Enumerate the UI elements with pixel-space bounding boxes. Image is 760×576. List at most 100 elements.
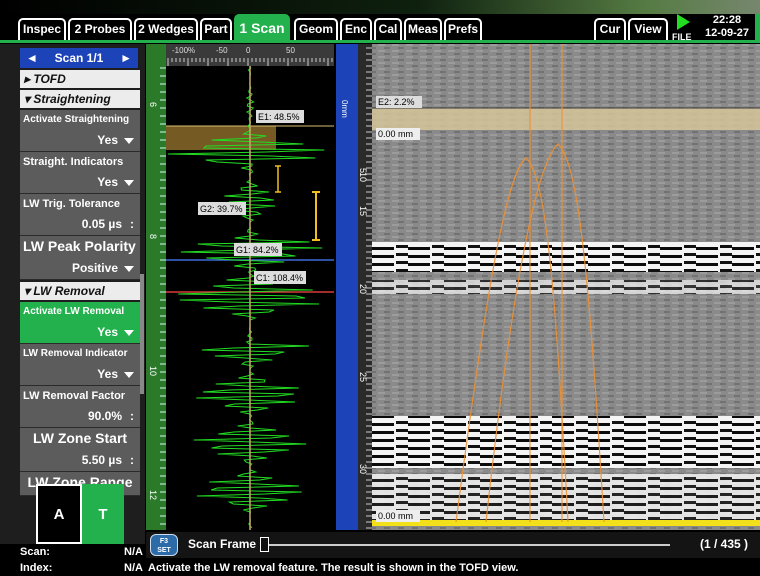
tab-underline bbox=[0, 40, 760, 43]
file-label: FILE bbox=[672, 32, 692, 42]
a-view-button[interactable]: A bbox=[36, 484, 82, 544]
scan-frame-count: (1 / 435 ) bbox=[699, 537, 748, 551]
param-value[interactable]: 0.05 µs: bbox=[81, 217, 134, 231]
param-value[interactable]: Yes bbox=[97, 133, 134, 147]
index-status-value: N/A bbox=[124, 562, 143, 574]
param-label: LW Trig. Tolerance bbox=[23, 198, 120, 210]
param-lw-removal-factor[interactable]: LW Removal Factor 90.0%: bbox=[20, 386, 140, 428]
tab-cur[interactable]: Cur bbox=[594, 18, 626, 40]
gate-marker-1 bbox=[275, 165, 281, 193]
file-play-button[interactable]: FILE bbox=[672, 14, 694, 42]
tofd-d-scan-view[interactable]: 10 15 20 25 30 5 0mm E2: 2.2% 0.00 mm 0.00 mm bbox=[336, 44, 760, 530]
depth-tick-label: 10 bbox=[148, 366, 158, 376]
param-lw-trig-tolerance[interactable]: LW Trig. Tolerance 0.05 µs: bbox=[20, 194, 140, 236]
param-value[interactable]: 5.50 µs: bbox=[81, 453, 134, 467]
param-straight-indicators[interactable]: Straight. Indicators Yes bbox=[20, 152, 140, 194]
tab-wedges[interactable]: 2 Wedges bbox=[134, 18, 198, 40]
clock-time: 22:28 bbox=[712, 14, 742, 26]
gate-e2-tag bbox=[376, 96, 422, 108]
dropdown-icon bbox=[124, 179, 134, 186]
param-activate-straightening[interactable]: Activate Straightening Yes bbox=[20, 110, 140, 152]
set-key-label: SET bbox=[157, 547, 171, 554]
gate-g2-tag bbox=[198, 202, 246, 215]
param-lw-removal-indicator[interactable]: LW Removal Indicator Yes bbox=[20, 344, 140, 386]
prev-scan-icon[interactable]: ◄ bbox=[26, 51, 38, 65]
tab-probes[interactable]: 2 Probes bbox=[68, 18, 132, 40]
top-tab-bar: Inspec 2 Probes 2 Wedges Part 1 Scan Geo… bbox=[0, 0, 760, 44]
category-straightening[interactable]: ▾ Straightening bbox=[20, 90, 140, 108]
clock-date: 12-09-27 bbox=[704, 27, 750, 39]
dropdown-icon bbox=[124, 371, 134, 378]
scan-frame-label: Scan Frame bbox=[188, 537, 257, 551]
amp-tick-label: -100% bbox=[172, 46, 195, 55]
f3-key-label: F3 bbox=[159, 538, 169, 545]
amp-tick-label: -50 bbox=[216, 46, 228, 55]
param-label: Straight. Indicators bbox=[23, 156, 124, 168]
gate-e1-tag bbox=[256, 110, 304, 123]
param-value[interactable]: Positive bbox=[72, 261, 134, 275]
param-lw-zone-start[interactable]: LW Zone Start 5.50 µs: bbox=[20, 428, 140, 472]
parameter-panel: ◄ Scan 1/1 ► ▸ TOFD ▾ Straightening Acti… bbox=[0, 44, 145, 544]
index-status-label: Index: bbox=[20, 562, 53, 574]
param-label: LW Peak Polarity bbox=[23, 238, 136, 254]
scan-selector[interactable]: ◄ Scan 1/1 ► bbox=[20, 48, 138, 68]
param-value[interactable]: Yes bbox=[97, 175, 134, 189]
gate-marker-2 bbox=[312, 191, 320, 241]
gate-c1-label: C1: 108.4% bbox=[256, 273, 303, 283]
depth-ruler bbox=[146, 44, 166, 530]
tofd-depth-tick-label: 30 bbox=[358, 464, 368, 474]
waveform-trace bbox=[167, 65, 325, 529]
gate-bottom-line bbox=[372, 520, 760, 526]
tab-view[interactable]: View bbox=[628, 18, 668, 40]
panel-scrollbar[interactable] bbox=[140, 274, 144, 394]
tab-inspec[interactable]: Inspec bbox=[18, 18, 66, 40]
dropdown-icon bbox=[124, 329, 134, 336]
next-scan-icon[interactable]: ► bbox=[120, 51, 132, 65]
param-value[interactable]: Yes bbox=[97, 325, 134, 339]
top-depth-tag bbox=[376, 128, 420, 140]
category-lw-removal[interactable]: ▾ LW Removal bbox=[20, 282, 140, 300]
tab-geom[interactable]: Geom bbox=[294, 18, 338, 40]
gate-c1-tag bbox=[254, 271, 306, 284]
param-value[interactable]: 90.0%: bbox=[87, 409, 134, 423]
gate-g1-label: G1: 84.2% bbox=[236, 245, 279, 255]
tab-prefs[interactable]: Prefs bbox=[444, 18, 482, 40]
f3-set-button[interactable]: F3 SET bbox=[150, 534, 178, 556]
depth-tick-label: 12 bbox=[148, 490, 158, 500]
tab-cal[interactable]: Cal bbox=[374, 18, 402, 40]
tab-part[interactable]: Part bbox=[200, 18, 232, 40]
category-tofd[interactable]: ▸ TOFD bbox=[20, 70, 140, 88]
a-scan-view[interactable]: 6 8 10 12 -100% -50 0 50 E1: 48.5% G2: 39.7… bbox=[146, 44, 334, 530]
reflector-band bbox=[372, 242, 760, 272]
bottom-depth-label: 0.00 mm bbox=[378, 511, 413, 521]
scan-status-value: N/A bbox=[124, 546, 143, 558]
scan-frame-track[interactable] bbox=[260, 544, 670, 546]
status-edge bbox=[755, 14, 760, 42]
param-lw-peak-polarity[interactable]: LW Peak Polarity Positive bbox=[20, 236, 140, 280]
depth-tick-label: 6 bbox=[148, 102, 158, 107]
gate-g1-tag bbox=[234, 243, 282, 256]
tofd-depth-ruler bbox=[336, 44, 358, 530]
tofd-plot: 10 15 20 25 30 5 0mm E2: 2.2% 0.00 mm 0.00 mm bbox=[336, 44, 760, 530]
tofd-depth-tick-label: 25 bbox=[358, 372, 368, 382]
play-icon bbox=[677, 14, 690, 30]
tofd-depth-tick-label: 5 bbox=[358, 168, 368, 173]
gate-g2-label: G2: 39.7% bbox=[200, 204, 243, 214]
view-selector: A T bbox=[36, 484, 124, 544]
tofd-depth-tick-label: 10 bbox=[358, 172, 368, 182]
param-value[interactable]: Yes bbox=[97, 367, 134, 381]
backwall-band bbox=[372, 416, 760, 468]
bottom-depth-tag bbox=[376, 510, 420, 522]
param-label: LW Zone Start bbox=[32, 430, 128, 446]
t-view-button[interactable]: T bbox=[82, 484, 124, 544]
tab-enc[interactable]: Enc bbox=[340, 18, 372, 40]
tab-meas[interactable]: Meas bbox=[404, 18, 442, 40]
scan-frame-slider-thumb[interactable] bbox=[260, 537, 269, 552]
tab-scan[interactable]: 1 Scan bbox=[234, 14, 290, 42]
a-scan-waveform bbox=[167, 65, 325, 529]
top-depth-label: 0.00 mm bbox=[378, 129, 413, 139]
scan-status-label: Scan: bbox=[20, 546, 50, 558]
param-activate-lw-removal[interactable]: Activate LW Removal Yes bbox=[20, 302, 140, 344]
param-label: LW Removal Indicator bbox=[23, 348, 128, 359]
scan-selector-label: Scan 1/1 bbox=[54, 51, 104, 65]
